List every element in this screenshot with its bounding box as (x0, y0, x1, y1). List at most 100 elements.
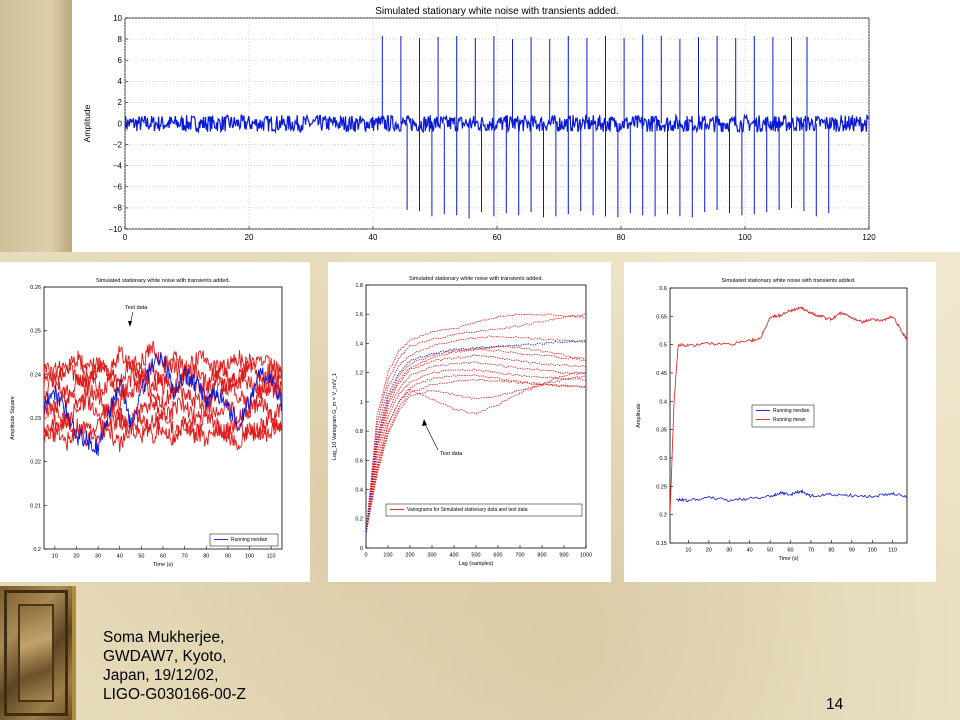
decorative-left-border (0, 0, 78, 720)
legend-box (209, 533, 279, 547)
x-tick-label: 30 (95, 554, 101, 560)
variogram-chart: Simulated stationary white noise with tr… (332, 276, 592, 567)
plot-area (43, 286, 283, 550)
x-tick-label: 10 (52, 554, 58, 560)
series-9 (366, 378, 586, 535)
y-tick-label: 4 (118, 77, 123, 86)
border-strip-top (0, 0, 72, 252)
border-tile-inner (18, 604, 54, 702)
series-8 (366, 374, 586, 535)
y-tick-label: 0.25 (656, 484, 667, 490)
caption-line-author: Soma Mukherjee, (103, 629, 225, 646)
y-tick-label: 0.35 (656, 428, 667, 434)
annotation-arrow (423, 421, 439, 451)
y-tick-label: 1.4 (355, 341, 363, 347)
x-tick-label: 0 (364, 553, 367, 559)
amplitude-square-chart: Simulated stationary white noise with tr… (10, 278, 283, 568)
y-tick-label: −4 (113, 162, 123, 171)
noise-series (125, 113, 869, 134)
chart-title: Simulated stationary white noise with tr… (409, 276, 543, 282)
y-tick-label: 0 (360, 546, 363, 552)
series-1 (44, 372, 282, 419)
x-axis-label: Time (s) (153, 562, 173, 568)
series-5 (366, 353, 586, 535)
x-tick-label: 50 (138, 554, 144, 560)
y-tick-label: 10 (113, 14, 122, 23)
chart-panel-left: Simulated stationary white noise with tr… (0, 262, 310, 582)
y-tick-label: 0.23 (30, 416, 41, 422)
y-tick-label: 1.6 (355, 312, 363, 318)
x-tick-label: 20 (706, 548, 712, 554)
series-4 (44, 362, 282, 409)
x-tick-label: 40 (369, 233, 378, 242)
y-axis-label: Amplitude (636, 403, 642, 427)
y-tick-label: 0.5 (659, 343, 667, 349)
series-3 (366, 335, 586, 535)
legend-box (385, 503, 583, 517)
running-mean-median-chart: Simulated stationary white noise with tr… (636, 278, 908, 562)
x-tick-label: 60 (493, 233, 502, 242)
x-tick-label: 80 (828, 548, 834, 554)
series-6 (366, 361, 586, 535)
x-tick-label: 50 (767, 548, 773, 554)
annotation-label: Test data (440, 451, 463, 457)
x-tick-label: 0 (123, 233, 128, 242)
x-tick-label: 60 (160, 554, 166, 560)
x-tick-label: 40 (117, 554, 123, 560)
y-tick-label: −10 (108, 225, 122, 234)
y-tick-label: 0.6 (355, 458, 363, 464)
y-tick-label: 0.2 (33, 547, 41, 553)
x-tick-label: 100 (868, 548, 877, 554)
x-tick-label: 600 (493, 553, 502, 559)
series-6 (44, 353, 282, 396)
series-11 (366, 372, 586, 535)
chart-panel-middle: Simulated stationary white noise with tr… (328, 262, 611, 582)
y-tick-label: 0.25 (30, 329, 41, 335)
legend-label: Running mean (773, 417, 806, 423)
chart-title: Simulated stationary white noise with tr… (96, 278, 230, 284)
y-tick-label: 1 (360, 400, 363, 406)
series-2 (44, 340, 282, 388)
y-tick-label: 2 (118, 98, 123, 107)
y-tick-label: −8 (113, 204, 123, 213)
y-tick-label: 0.24 (30, 372, 41, 378)
x-tick-label: 10 (685, 548, 691, 554)
y-tick-label: 1.2 (355, 371, 363, 377)
y-axis-label: Amplitude Square (10, 396, 16, 440)
y-tick-label: 0.8 (355, 429, 363, 435)
y-tick-label: −6 (113, 183, 123, 192)
series-2 (366, 313, 586, 535)
y-tick-label: 0.45 (656, 371, 667, 377)
series-test-data (366, 340, 586, 535)
x-axis-label: Time (s) (779, 556, 799, 562)
border-gold-line-bottom (72, 586, 76, 720)
x-tick-label: 70 (808, 548, 814, 554)
x-tick-label: 100 (383, 553, 392, 559)
top-noise-chart: Simulated stationary white noise with tr… (82, 6, 876, 242)
x-tick-label: 700 (515, 553, 524, 559)
annotation-arrowhead (422, 419, 427, 426)
y-tick-label: 0.4 (355, 487, 363, 493)
x-axis-label: Lag (samples) (459, 561, 494, 567)
y-tick-label: 0.3 (659, 456, 667, 462)
y-tick-label: 0 (118, 119, 123, 128)
y-tick-label: 0.15 (656, 541, 667, 547)
x-tick-label: 900 (559, 553, 568, 559)
x-tick-label: 110 (888, 548, 897, 554)
x-tick-label: 40 (747, 548, 753, 554)
x-tick-label: 90 (225, 554, 231, 560)
annotation-arrowhead (128, 321, 132, 327)
y-tick-label: 0.2 (355, 517, 363, 523)
author-caption: Soma Mukherjee, GWDAW7, Kyoto, Japan, 19… (103, 628, 246, 704)
series-4 (366, 348, 586, 535)
y-tick-label: −2 (113, 140, 123, 149)
chart-title: Simulated stationary white noise with tr… (375, 6, 618, 17)
series-1 (366, 313, 586, 535)
x-tick-label: 200 (405, 553, 414, 559)
y-axis-label: Log_10 Variogram G_m = V_m/V_1 (332, 373, 338, 460)
plot-marks (125, 34, 869, 219)
y-tick-label: 0.21 (30, 503, 41, 509)
series-7 (44, 410, 282, 453)
x-tick-label: 30 (726, 548, 732, 554)
chart-title: Simulated stationary white noise with tr… (722, 278, 856, 284)
